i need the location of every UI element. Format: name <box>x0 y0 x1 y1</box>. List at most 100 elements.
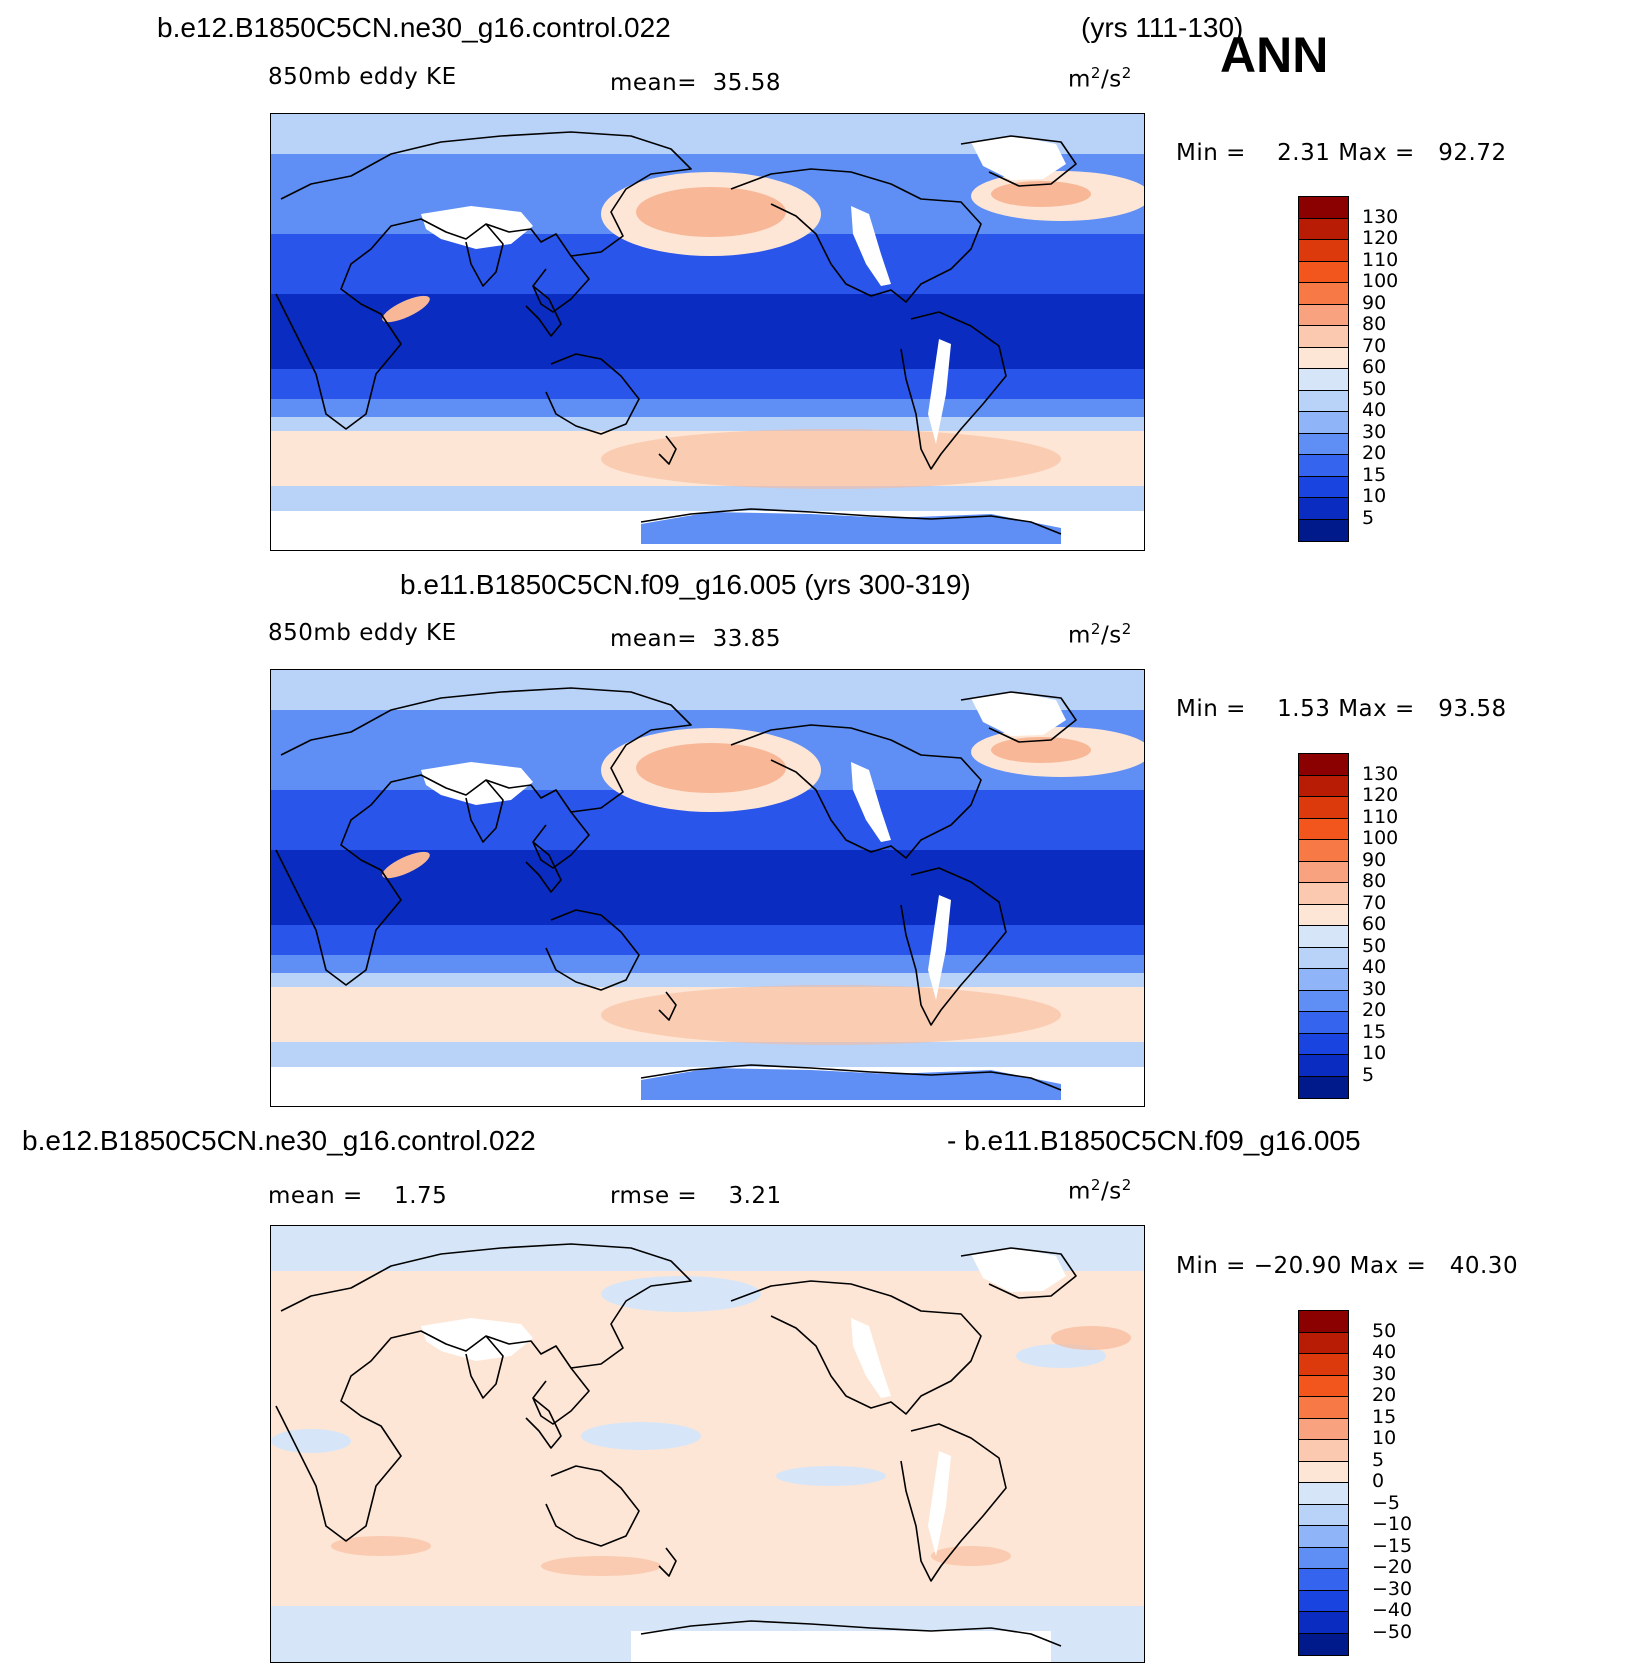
coastline <box>658 991 677 1021</box>
units-mid: /s <box>1100 622 1122 649</box>
colorbar-tick-label: 0 <box>1372 1470 1385 1492</box>
units-mid: /s <box>1100 1178 1122 1205</box>
coastline <box>640 1620 1062 1647</box>
panel1-mean: mean= 35.58 <box>610 70 781 96</box>
panel1-minmax: Min = 2.31 Max = 92.72 <box>1176 140 1507 166</box>
colorbar-segment <box>1299 1633 1348 1655</box>
coastline <box>545 353 640 435</box>
southern-jet-core <box>601 985 1061 1045</box>
southern-ocean-band <box>271 1042 1144 1067</box>
rockies-mask <box>851 206 891 286</box>
colorbar-segment <box>1299 519 1348 541</box>
south-subtropic-band <box>271 369 1144 399</box>
colorbar-segment <box>1299 261 1348 283</box>
colorbar-tick-label: 5 <box>1362 1063 1375 1086</box>
south-light-band <box>271 973 1144 987</box>
map-canvas <box>271 670 1144 1106</box>
colorbar-segment <box>1299 947 1348 969</box>
diff-patch <box>601 1276 761 1312</box>
colorbar-segment <box>1299 861 1348 883</box>
colorbar-tick-label: 10 <box>1362 1042 1387 1064</box>
colorbar-tick-label: 120 <box>1362 784 1399 806</box>
season-label: ANN <box>1220 27 1329 83</box>
south-light-band <box>271 417 1144 431</box>
colorbar-tick-label: 5 <box>1372 1448 1385 1471</box>
coastline <box>525 285 562 337</box>
panel3-mean-value: 1.75 <box>394 1183 448 1209</box>
south-mid-band <box>271 955 1144 973</box>
coastline <box>730 724 982 859</box>
map-canvas <box>271 1226 1144 1662</box>
panel1-min-label: Min = <box>1176 140 1246 166</box>
colorbar-segment <box>1299 1012 1348 1034</box>
diff-positive-patch <box>931 1546 1011 1566</box>
greenland-mask <box>971 1248 1066 1292</box>
colorbar-segment <box>1299 240 1348 262</box>
diff-patch <box>581 1422 701 1450</box>
units-mid: /s <box>1100 66 1122 93</box>
diff-patch <box>776 1466 886 1486</box>
colorbar-segment <box>1299 1033 1348 1055</box>
colorbar-tick-label: 20 <box>1372 1384 1397 1406</box>
colorbar-segment <box>1299 1076 1348 1098</box>
colorbar-segment <box>1299 1569 1348 1591</box>
panel2-min-label: Min = <box>1176 696 1246 722</box>
colorbar-tick-label: 15 <box>1372 1405 1397 1428</box>
colorbar-tick-label: 80 <box>1362 313 1387 335</box>
panel2-colorbar <box>1298 753 1349 1099</box>
panel3-mean-label: mean = <box>268 1183 363 1209</box>
units-exp: 2 <box>1090 1176 1101 1194</box>
colorbar-tick-label: 110 <box>1362 248 1399 271</box>
coastline <box>900 867 1007 1026</box>
panel1-years: (yrs 111-130) <box>1081 12 1244 43</box>
coastline <box>275 131 692 430</box>
colorbar-tick-label: −50 <box>1372 1620 1413 1643</box>
colorbar-tick-label: 40 <box>1372 1341 1397 1363</box>
andes-mask <box>928 339 951 444</box>
panel1-max-value: 92.72 <box>1438 140 1507 166</box>
colorbar-segment <box>1299 326 1348 348</box>
coastline <box>960 691 1077 743</box>
colorbar-segment <box>1299 1055 1348 1077</box>
colorbar-segment <box>1299 797 1348 819</box>
colorbar-segment <box>1299 1375 1348 1397</box>
colorbar-tick-label: 70 <box>1362 334 1387 357</box>
colorbar-tick-label: 40 <box>1362 956 1387 978</box>
colorbar-segment <box>1299 883 1348 905</box>
coastline <box>658 435 677 465</box>
coastline <box>960 135 1077 187</box>
coastline <box>275 687 692 986</box>
panel3-max-label: Max = <box>1349 1253 1427 1279</box>
colorbar-segment <box>1299 1461 1348 1483</box>
panel3-minmax: Min = −20.90 Max = 40.30 <box>1176 1253 1518 1279</box>
colorbar-segment <box>1299 904 1348 926</box>
colorbar-tick-label: 30 <box>1362 420 1387 443</box>
coastline <box>658 1547 677 1577</box>
coastline <box>900 311 1007 470</box>
panel2-mean-label: mean= <box>610 626 697 652</box>
tibet-mask <box>421 206 533 249</box>
panel2-title: b.e11.B1850C5CN.f09_g16.005 (yrs 300-319… <box>400 569 971 600</box>
panel1-max-label: Max = <box>1338 140 1415 166</box>
panel2-map <box>270 669 1145 1107</box>
coastline <box>465 223 504 287</box>
coastline <box>730 1280 982 1415</box>
colorbar-tick-label: 40 <box>1362 399 1387 421</box>
panel3-title-right: - b.e11.B1850C5CN.f09_g16.005 <box>947 1125 1361 1156</box>
colorbar-segment <box>1299 1332 1348 1354</box>
antarctic-coast-band <box>641 1068 1061 1100</box>
antarctic-blank <box>631 1631 1051 1662</box>
units-exp2: 2 <box>1121 1176 1132 1194</box>
rockies-mask <box>851 762 891 842</box>
south-subtropic-band <box>271 925 1144 955</box>
colorbar-tick-label: 70 <box>1362 891 1387 914</box>
units-exp2: 2 <box>1121 64 1132 82</box>
colorbar-segment <box>1299 969 1348 991</box>
colorbar-segment <box>1299 412 1348 434</box>
somali-jet <box>382 851 430 879</box>
panel3-units: m2/s2 <box>1068 1176 1132 1205</box>
colorbar-segment <box>1299 775 1348 797</box>
panel3-rmse-value: 3.21 <box>728 1183 782 1209</box>
coastline <box>730 168 982 303</box>
colorbar-segment <box>1299 1547 1348 1569</box>
